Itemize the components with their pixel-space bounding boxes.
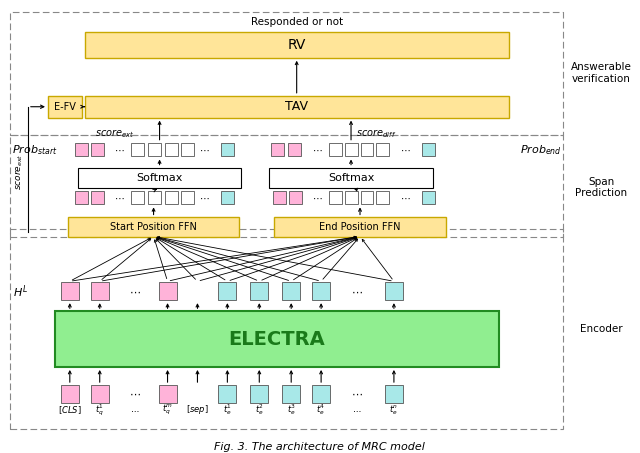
Text: $\cdots$: $\cdots$ — [352, 405, 362, 414]
Text: $\cdots$: $\cdots$ — [130, 405, 140, 414]
Bar — [91, 385, 109, 403]
Text: TAV: TAV — [285, 100, 308, 113]
Bar — [218, 282, 236, 300]
Bar — [92, 191, 104, 204]
Text: Span
Prediction: Span Prediction — [575, 177, 627, 198]
Text: $\cdots$: $\cdots$ — [129, 286, 141, 296]
Text: ELECTRA: ELECTRA — [228, 330, 325, 349]
Bar — [148, 191, 161, 204]
Bar — [148, 143, 161, 156]
Bar — [92, 143, 104, 156]
Text: $\cdots$: $\cdots$ — [399, 193, 410, 202]
Bar — [376, 191, 389, 204]
Text: $\cdots$: $\cdots$ — [312, 193, 323, 202]
Text: $t_q^1$: $t_q^1$ — [95, 402, 104, 418]
Bar — [218, 385, 236, 403]
Bar — [61, 282, 79, 300]
Bar — [422, 191, 435, 204]
Bar — [76, 191, 88, 204]
Text: Start Position FFN: Start Position FFN — [110, 222, 197, 232]
Bar — [165, 143, 178, 156]
Text: $\cdots$: $\cdots$ — [115, 145, 125, 154]
Bar — [250, 282, 268, 300]
Bar — [344, 191, 358, 204]
Bar — [131, 143, 144, 156]
Bar — [61, 385, 79, 403]
Bar — [68, 217, 239, 237]
Bar — [360, 191, 374, 204]
Bar — [360, 143, 374, 156]
Text: Softmax: Softmax — [328, 173, 374, 183]
Bar — [328, 191, 342, 204]
Text: $t_e^1$: $t_e^1$ — [223, 403, 232, 417]
Bar — [288, 143, 301, 156]
Bar — [282, 385, 300, 403]
Bar — [422, 143, 435, 156]
Bar — [312, 385, 330, 403]
Bar — [181, 191, 194, 204]
Text: $[sep]$: $[sep]$ — [186, 404, 209, 416]
Text: $score_{ext}$: $score_{ext}$ — [95, 127, 134, 140]
Bar — [10, 135, 563, 237]
Bar — [221, 191, 234, 204]
Text: $\cdots$: $\cdots$ — [129, 389, 141, 399]
Text: RV: RV — [287, 38, 306, 52]
Text: $\cdots$: $\cdots$ — [351, 286, 363, 296]
Bar — [282, 282, 300, 300]
Bar — [84, 96, 509, 118]
Text: $Prob_{end}$: $Prob_{end}$ — [520, 143, 561, 157]
Bar — [159, 385, 177, 403]
Bar — [376, 143, 389, 156]
Text: $t_q^m$: $t_q^m$ — [162, 403, 173, 417]
Bar — [250, 385, 268, 403]
Text: $score_{diff}$: $score_{diff}$ — [356, 127, 396, 140]
Text: $\cdots$: $\cdots$ — [312, 145, 323, 154]
Bar — [312, 282, 330, 300]
Bar — [48, 96, 82, 118]
Text: $t_e^4$: $t_e^4$ — [316, 403, 326, 417]
Bar — [91, 282, 109, 300]
Text: End Position FFN: End Position FFN — [319, 222, 401, 232]
Bar — [328, 143, 342, 156]
Text: $\cdots$: $\cdots$ — [199, 145, 210, 154]
Text: $\cdots$: $\cdots$ — [115, 193, 125, 202]
Bar — [84, 32, 509, 58]
Text: $\cdots$: $\cdots$ — [399, 145, 410, 154]
Text: $t_e^3$: $t_e^3$ — [287, 403, 296, 417]
Text: $H^L$: $H^L$ — [13, 283, 28, 299]
Text: $t_e^2$: $t_e^2$ — [255, 403, 264, 417]
Bar — [385, 282, 403, 300]
Text: $[CLS]$: $[CLS]$ — [58, 404, 82, 416]
Bar — [273, 191, 285, 204]
Bar — [10, 12, 563, 135]
Bar — [275, 217, 446, 237]
Bar — [221, 143, 234, 156]
Bar — [269, 168, 433, 188]
Text: E-FV: E-FV — [54, 102, 76, 112]
Bar — [344, 143, 358, 156]
Text: $score_{ext}$: $score_{ext}$ — [13, 154, 25, 190]
Bar — [55, 311, 499, 367]
Bar — [76, 143, 88, 156]
Bar — [10, 229, 563, 429]
Text: Encoder: Encoder — [580, 324, 623, 334]
Bar — [131, 191, 144, 204]
Bar — [271, 143, 284, 156]
Bar — [289, 191, 301, 204]
Text: $t_e^n$: $t_e^n$ — [389, 403, 399, 417]
Bar — [78, 168, 241, 188]
Bar — [165, 191, 178, 204]
Bar — [181, 143, 194, 156]
Text: Answerable
verification: Answerable verification — [571, 62, 632, 84]
Text: Softmax: Softmax — [136, 173, 183, 183]
Text: Responded or not: Responded or not — [251, 17, 343, 27]
Text: $Prob_{start}$: $Prob_{start}$ — [12, 143, 58, 157]
Bar — [159, 282, 177, 300]
Bar — [385, 385, 403, 403]
Text: Fig. 3. The architecture of MRC model: Fig. 3. The architecture of MRC model — [214, 442, 424, 452]
Text: $\cdots$: $\cdots$ — [199, 193, 210, 202]
Text: $\cdots$: $\cdots$ — [351, 389, 363, 399]
